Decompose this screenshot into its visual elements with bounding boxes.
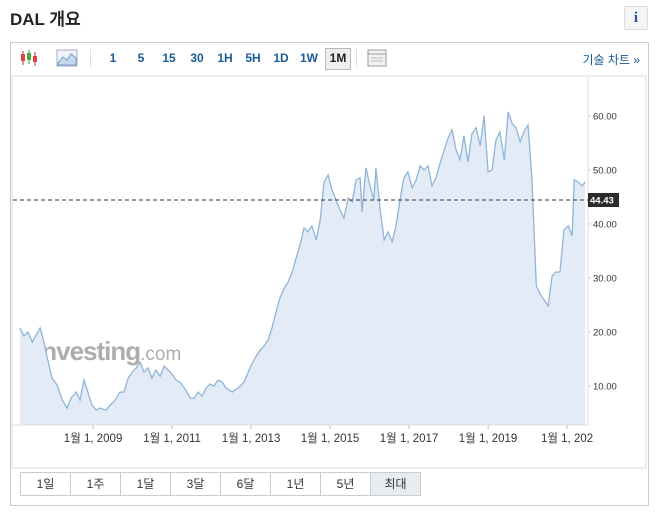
- interval-button[interactable]: 5: [137, 51, 145, 65]
- range-button[interactable]: 1년: [271, 473, 321, 495]
- x-tick-label: 1월 1, 2011: [143, 432, 201, 445]
- chart-panel: 기술 차트 » 1 5 15 30 1H 5H 1D 1W 1M Investing.com 10…: [10, 42, 649, 506]
- watermark: Investing.com: [35, 336, 181, 366]
- y-tick-label: 10.00: [593, 382, 617, 393]
- area-fill: [20, 111, 586, 426]
- price-line: [19, 111, 586, 411]
- watermark-suffix: .com: [140, 344, 181, 365]
- chart: Investing.com 10.00 20.00 30.00 40.00 50.00 60…: [11, 75, 647, 469]
- interval-button[interactable]: 5H: [245, 51, 261, 65]
- x-tick-label: 1월 1, 2015: [301, 432, 360, 445]
- toolbar: 기술 차트 » 1 5 15 30 1H 5H 1D 1W 1M: [11, 43, 648, 75]
- x-tick-label: 1월 1, 2017: [380, 432, 439, 445]
- range-button[interactable]: 1일: [21, 473, 71, 495]
- range-button[interactable]: 6달: [221, 473, 271, 495]
- x-tick-label: 1월 1, 2009: [64, 432, 123, 445]
- separator: [90, 49, 91, 67]
- range-button[interactable]: 1달: [121, 473, 171, 495]
- y-tick-label: 30.00: [593, 273, 617, 284]
- y-tick-label: 50.00: [593, 165, 617, 176]
- range-button[interactable]: 5년: [321, 473, 371, 495]
- interval-button[interactable]: 30: [190, 51, 204, 65]
- x-tick-label: 1월 1, 2019: [459, 432, 518, 445]
- range-button[interactable]: 1주: [71, 473, 121, 495]
- interval-button[interactable]: 1W: [300, 51, 318, 65]
- layout-icon[interactable]: [366, 48, 388, 68]
- range-button[interactable]: 최대: [371, 473, 420, 495]
- candlestick-icon[interactable]: [18, 48, 40, 68]
- range-button[interactable]: 3달: [171, 473, 221, 495]
- watermark-brand: Investing: [35, 336, 140, 366]
- plot: Investing.com: [19, 111, 586, 426]
- last-price-tag: [588, 192, 619, 207]
- interval-button[interactable]: 1D: [273, 51, 289, 65]
- title: DAL 개요: [10, 10, 81, 29]
- y-tick-label: 20.00: [593, 328, 617, 339]
- x-tick-label: 1월 1, 202: [541, 432, 593, 445]
- y-tick-label: 60.00: [593, 111, 617, 122]
- range-selector: 1일 1주 1달 3달 6달 1년 5년 최대: [20, 472, 421, 496]
- interval-button[interactable]: 15: [162, 51, 176, 65]
- y-tick-label: 40.00: [593, 219, 617, 230]
- separator: [356, 49, 357, 67]
- info-button[interactable]: i: [624, 6, 648, 30]
- x-tick-label: 1월 1, 2013: [222, 432, 281, 445]
- technical-chart-link[interactable]: 기술 차트 »: [582, 53, 640, 67]
- interval-button[interactable]: 1: [109, 51, 117, 65]
- interval-button[interactable]: 1M: [325, 48, 351, 70]
- interval-button[interactable]: 1H: [217, 51, 233, 65]
- area-icon[interactable]: [56, 48, 78, 68]
- last-price-label: 44.43: [590, 195, 614, 206]
